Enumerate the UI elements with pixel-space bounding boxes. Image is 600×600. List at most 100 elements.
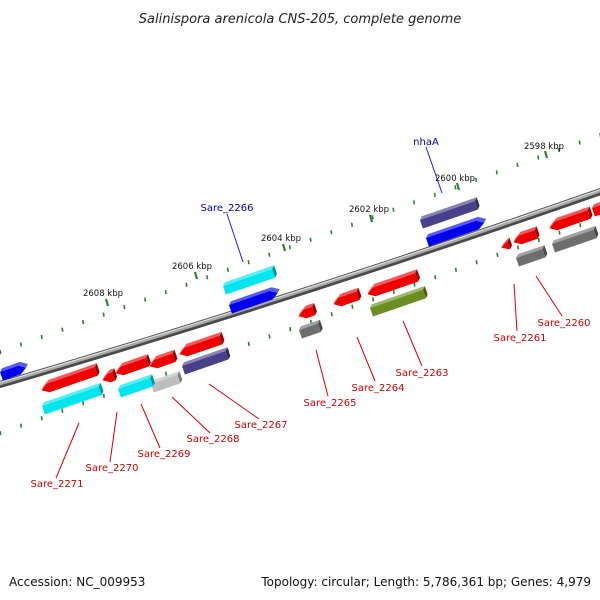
tick-dot — [372, 297, 375, 302]
gene-top — [370, 286, 425, 308]
gene-sare-2267[interactable] — [179, 331, 225, 357]
gene-label-text: Sare_2271 — [31, 479, 84, 490]
gene-nhaa[interactable] — [420, 197, 480, 229]
gene-top — [102, 368, 115, 381]
gene-side — [507, 237, 512, 249]
gene-feature[interactable] — [501, 237, 512, 250]
gene-body — [41, 367, 98, 393]
gene-sare-2270[interactable] — [102, 368, 118, 383]
gene-label-sare-2264[interactable]: Sare_2264 — [352, 336, 405, 394]
gene-sare-2265[interactable] — [298, 303, 317, 319]
tick-dot — [185, 282, 188, 287]
gene-label-text: Sare_2265 — [304, 398, 357, 409]
gene-sare-2264[interactable] — [333, 287, 362, 307]
tick-dot — [102, 393, 105, 399]
gene-body — [501, 241, 511, 250]
gene-top — [115, 354, 148, 374]
gene-label-text: Sare_2270 — [86, 463, 139, 474]
tick-dot — [537, 237, 540, 243]
gene-side — [172, 349, 178, 362]
gene-sare-2267[interactable] — [182, 347, 231, 375]
gene-side — [112, 368, 118, 381]
gene-sare-2268[interactable] — [149, 349, 178, 369]
gene-side — [474, 197, 480, 210]
tick-dot — [496, 252, 499, 258]
gene-side — [593, 225, 599, 239]
gene-label-sare-2260[interactable]: Sare_2260 — [535, 275, 590, 329]
gene-label-text: nhaA — [413, 137, 439, 148]
gene-label-sare-2268[interactable]: Sare_2268 — [171, 396, 239, 445]
tick-dot — [392, 207, 395, 212]
gene-nhaa[interactable] — [426, 216, 487, 247]
gene-top — [179, 331, 222, 355]
gene-top — [298, 303, 314, 317]
gene-sare-2269[interactable] — [115, 354, 151, 376]
gene-body — [299, 323, 321, 339]
tick-dot — [330, 230, 333, 235]
gene-body — [229, 291, 278, 314]
tick-dot — [206, 275, 209, 280]
gene-body — [420, 201, 478, 229]
tick-dot — [40, 416, 43, 421]
gene-sare-2264[interactable] — [367, 269, 421, 297]
gene-sare-2271[interactable] — [42, 382, 104, 415]
gene-body — [118, 377, 154, 398]
gene-sare-2261[interactable] — [513, 226, 540, 245]
tick-dot — [330, 312, 333, 317]
tick-2600-kbp: 2600 kbp — [435, 174, 475, 191]
gene-body — [513, 230, 538, 245]
tick-label: 2604 kbp — [261, 234, 301, 244]
gene-feature[interactable] — [592, 202, 600, 217]
gene-side — [94, 363, 100, 376]
gene-label-sare-2269[interactable]: Sare_2269 — [138, 403, 191, 460]
gene-side — [312, 303, 317, 316]
tick-dot — [495, 170, 498, 175]
tick-dot — [19, 342, 23, 347]
gene-body — [151, 374, 181, 393]
tick-dot — [434, 275, 437, 280]
gene-side — [356, 287, 362, 300]
tick-dot — [309, 237, 312, 242]
gene-label-text: Sare_2263 — [396, 368, 449, 379]
gene-top — [149, 349, 175, 367]
tick-dot — [392, 289, 395, 295]
gene-top — [41, 363, 97, 391]
tick-dot — [82, 319, 85, 325]
gene-sare-2268[interactable] — [151, 371, 183, 393]
gene-sare-2263[interactable] — [370, 286, 428, 317]
gene-label-sare-2266[interactable]: Sare_2266 — [201, 203, 254, 263]
gene-label-sare-2263[interactable]: Sare_2263 — [396, 320, 449, 379]
gene-sare-2266[interactable] — [223, 265, 277, 295]
tick-dot — [413, 282, 416, 287]
gene-sare-2269[interactable] — [118, 374, 155, 398]
gene-label-sare-2261[interactable]: Sare_2261 — [494, 283, 547, 344]
gene-sare-2271[interactable] — [41, 363, 100, 393]
gene-label-sare-2270[interactable]: Sare_2270 — [86, 411, 139, 474]
tick-dot — [268, 252, 271, 257]
gene-top — [592, 202, 600, 208]
gene-sare-2266[interactable] — [229, 287, 280, 314]
gene-sare-2261[interactable] — [516, 245, 548, 267]
tick-dot — [371, 215, 374, 220]
tick-2606-kbp: 2606 kbp — [172, 262, 212, 280]
gene-labels: nhaA Sare_2266 Sare_2260 Sare_2261 Sare_… — [31, 137, 591, 490]
gene-side — [225, 347, 231, 360]
gene-label-sare-2271[interactable]: Sare_2271 — [31, 422, 84, 490]
topology-text: Topology: circular; Length: 5,786,361 bp… — [260, 575, 591, 589]
gene-sare-2265[interactable] — [299, 319, 323, 339]
tick-label: 2608 kbp — [83, 289, 123, 299]
gene-label-nhaA[interactable]: nhaA — [413, 137, 443, 194]
gene-label-sare-2267[interactable]: Sare_2267 — [208, 383, 287, 431]
tick-dot — [19, 423, 23, 428]
gene-feature[interactable] — [0, 362, 28, 381]
outer-tick-track — [0, 133, 600, 355]
tick-dot — [61, 327, 64, 332]
gene-body — [592, 205, 600, 217]
gene-side — [587, 206, 593, 219]
gene-label-text: Sare_2264 — [352, 383, 405, 394]
gene-sare-2260[interactable] — [549, 206, 593, 231]
gene-body — [333, 291, 360, 307]
gene-label-sare-2265[interactable]: Sare_2265 — [304, 349, 357, 409]
gene-sare-2260[interactable] — [552, 225, 599, 253]
tick-dot — [454, 267, 457, 272]
